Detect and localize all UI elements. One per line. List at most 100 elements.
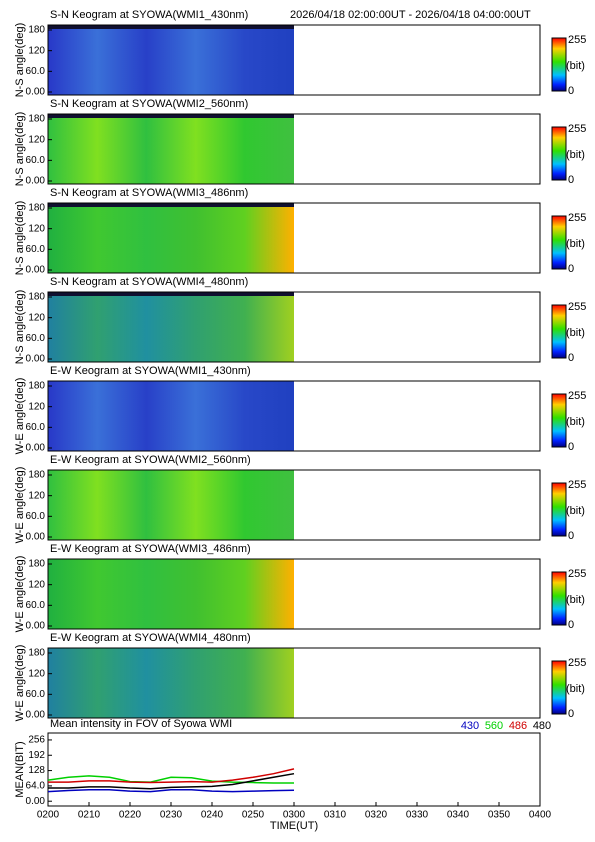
y-tick-label: 180 — [28, 203, 45, 214]
colorbar-max: 255 — [568, 301, 586, 313]
y-tick-label: 60.0 — [26, 333, 46, 344]
colorbar-unit: (bit) — [566, 149, 585, 161]
x-tick-label: 0220 — [119, 810, 142, 821]
chart-title: Mean intensity in FOV of Syowa WMI — [50, 718, 232, 730]
colorbar-unit: (bit) — [566, 60, 585, 72]
y-tick-label: 120 — [28, 45, 45, 56]
y-axis-label: W-E angle(deg) — [14, 467, 26, 544]
keogram-image — [48, 203, 294, 273]
y-tick-label: 60.0 — [26, 244, 46, 255]
colorbar — [551, 126, 567, 181]
keogram-image — [48, 381, 294, 451]
y-axis-label: N-S angle(deg) — [14, 290, 26, 365]
y-tick-label: 180 — [28, 381, 45, 392]
plot-frame — [47, 202, 541, 274]
colorbar — [551, 215, 567, 270]
y-axis-label: W-E angle(deg) — [14, 556, 26, 633]
series-line — [47, 775, 294, 784]
colorbar-max: 255 — [568, 212, 586, 224]
y-tick-label: 180 — [28, 648, 45, 659]
y-tick-label: 60.0 — [26, 422, 46, 433]
legend-entry: 486 — [509, 720, 527, 732]
x-tick-label: 0210 — [78, 810, 101, 821]
y-tick-label: 0.00 — [26, 354, 46, 365]
colorbar-min: 0 — [568, 263, 574, 275]
sky-edge — [48, 114, 294, 118]
keogram-image — [48, 25, 294, 95]
legend-entry: 480 — [533, 720, 551, 732]
y-axis-label: N-S angle(deg) — [14, 201, 26, 276]
time-range: 2026/04/18 02:00:00UT - 2026/04/18 04:00… — [290, 9, 531, 21]
colorbar-max: 255 — [568, 657, 586, 669]
y-tick-label: 128 — [28, 765, 45, 776]
x-tick-label: 0250 — [242, 810, 265, 821]
y-axis-label: N-S angle(deg) — [14, 112, 26, 187]
colorbar-max: 255 — [568, 390, 586, 402]
colorbar-unit: (bit) — [566, 594, 585, 606]
colorbar-min: 0 — [568, 85, 574, 97]
x-axis-label: TIME(UT) — [270, 820, 318, 832]
y-tick-label: 120 — [28, 134, 45, 145]
y-tick-label: 60.0 — [26, 689, 46, 700]
sky-edge — [48, 203, 294, 207]
plot-frame — [47, 469, 541, 541]
colorbar-min: 0 — [568, 352, 574, 364]
y-tick-label: 0.00 — [26, 265, 46, 276]
panel-title: S-N Keogram at SYOWA(WMI2_560nm) — [50, 98, 248, 110]
keogram-image — [48, 292, 294, 362]
colorbar — [551, 304, 567, 359]
legend-entry: 560 — [485, 720, 503, 732]
y-tick-label: 180 — [28, 470, 45, 481]
y-tick-label: 180 — [28, 25, 45, 36]
y-axis-label: W-E angle(deg) — [14, 645, 26, 722]
colorbar-max: 255 — [568, 568, 586, 580]
x-tick-label: 0200 — [37, 810, 60, 821]
y-tick-label: 64.0 — [26, 781, 46, 792]
y-tick-label: 60.0 — [26, 511, 46, 522]
colorbar-min: 0 — [568, 619, 574, 631]
plot-frame — [47, 113, 541, 185]
plot-frame — [47, 24, 541, 96]
x-tick-label: 0350 — [488, 810, 511, 821]
y-tick-label: 120 — [28, 668, 45, 679]
colorbar — [551, 571, 567, 626]
colorbar-unit: (bit) — [566, 238, 585, 250]
x-tick-label: 0310 — [324, 810, 347, 821]
y-tick-label: 0.00 — [26, 710, 46, 721]
colorbar-max: 255 — [568, 123, 586, 135]
panel-title: E-W Keogram at SYOWA(WMI3_486nm) — [50, 543, 251, 555]
y-tick-label: 120 — [28, 223, 45, 234]
colorbar-unit: (bit) — [566, 683, 585, 695]
y-tick-label: 0.00 — [26, 621, 46, 632]
y-tick-label: 120 — [28, 490, 45, 501]
y-tick-label: 0.00 — [26, 443, 46, 454]
x-tick-label: 0330 — [406, 810, 429, 821]
y-tick-label: 60.0 — [26, 600, 46, 611]
y-tick-label: 180 — [28, 292, 45, 303]
plot-frame — [47, 647, 541, 719]
y-axis-label: W-E angle(deg) — [14, 378, 26, 455]
x-tick-label: 0400 — [529, 810, 552, 821]
colorbar — [551, 482, 567, 537]
y-tick-label: 0.00 — [26, 176, 46, 187]
y-tick-label: 0.00 — [26, 87, 46, 98]
x-tick-label: 0240 — [201, 810, 224, 821]
colorbar-min: 0 — [568, 174, 574, 186]
colorbar — [551, 660, 567, 715]
y-tick-label: 192 — [28, 750, 45, 761]
plot-frame — [47, 380, 541, 452]
keogram-image — [48, 470, 294, 540]
sky-edge — [48, 292, 294, 296]
sky-edge — [48, 25, 294, 29]
colorbar-max: 255 — [568, 34, 586, 46]
y-tick-label: 120 — [28, 312, 45, 323]
series-line — [48, 768, 295, 784]
panel-title: E-W Keogram at SYOWA(WMI4_480nm) — [50, 632, 251, 644]
y-tick-label: 256 — [28, 735, 45, 746]
series-line — [48, 772, 295, 790]
colorbar-min: 0 — [568, 441, 574, 453]
y-tick-label: 0.00 — [26, 532, 46, 543]
panel-title: E-W Keogram at SYOWA(WMI1_430nm) — [50, 365, 251, 377]
y-tick-label: 120 — [28, 579, 45, 590]
